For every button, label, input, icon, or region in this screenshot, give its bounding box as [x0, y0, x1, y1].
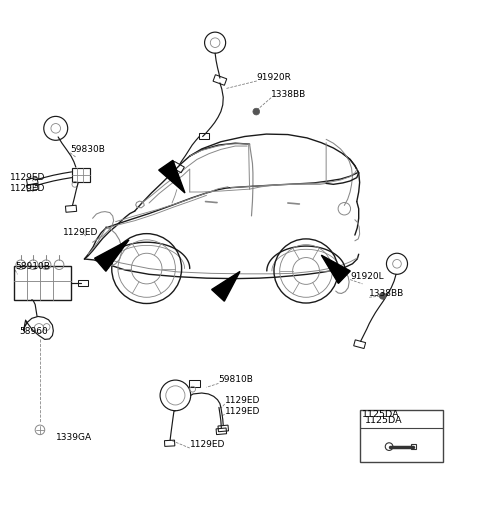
Text: 1129ED: 1129ED: [225, 407, 260, 415]
Text: 59810B: 59810B: [218, 376, 253, 384]
Polygon shape: [159, 160, 185, 193]
Text: 91920L: 91920L: [350, 271, 384, 281]
Text: 1339GA: 1339GA: [56, 433, 92, 442]
Text: 1129ED: 1129ED: [225, 396, 260, 405]
Text: 1338BB: 1338BB: [369, 289, 405, 298]
Bar: [14, 266, 71, 300]
Text: 1125DA: 1125DA: [364, 415, 402, 425]
Text: 1129ED: 1129ED: [190, 440, 225, 449]
Text: 1129ED: 1129ED: [63, 228, 98, 237]
Bar: [199, 133, 209, 139]
Circle shape: [253, 108, 260, 115]
Text: 1338BB: 1338BB: [271, 90, 306, 98]
Bar: [72, 168, 90, 182]
Text: 1129ED: 1129ED: [10, 184, 46, 193]
Polygon shape: [95, 240, 129, 271]
Text: 59830B: 59830B: [70, 145, 105, 154]
Text: 1125DA: 1125DA: [362, 410, 400, 420]
Circle shape: [379, 293, 386, 299]
Polygon shape: [212, 271, 240, 301]
Text: 1129ED: 1129ED: [10, 174, 46, 182]
Text: 58960: 58960: [19, 326, 48, 336]
Polygon shape: [322, 255, 350, 283]
Bar: [360, 410, 444, 463]
Text: 58910B: 58910B: [15, 262, 50, 271]
Bar: [411, 444, 416, 450]
Text: 91920R: 91920R: [257, 73, 292, 82]
Bar: [189, 380, 200, 387]
